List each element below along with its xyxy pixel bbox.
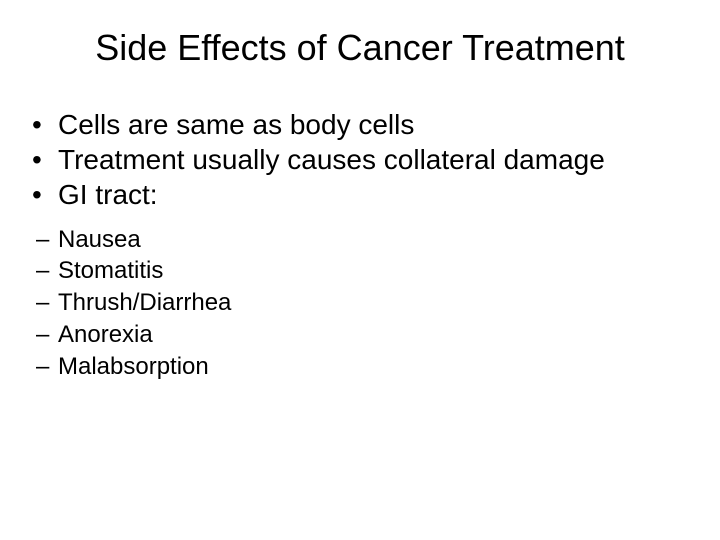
bullet-item: Cells are same as body cells (30, 108, 690, 141)
sub-bullet-item: Stomatitis (36, 256, 720, 287)
slide-title: Side Effects of Cancer Treatment (40, 28, 680, 68)
sub-bullet-item: Anorexia (36, 320, 720, 351)
bullet-item: Treatment usually causes collateral dama… (30, 143, 690, 176)
sub-bullet-item: Nausea (36, 225, 720, 256)
sub-bullet-item: Malabsorption (36, 352, 720, 383)
slide: Side Effects of Cancer Treatment Cells a… (0, 0, 720, 540)
sub-bullet-list: Nausea Stomatitis Thrush/Diarrhea Anorex… (0, 225, 720, 383)
bullet-list: Cells are same as body cells Treatment u… (0, 108, 720, 211)
sub-bullet-item: Thrush/Diarrhea (36, 288, 720, 319)
bullet-item: GI tract: (30, 178, 690, 211)
